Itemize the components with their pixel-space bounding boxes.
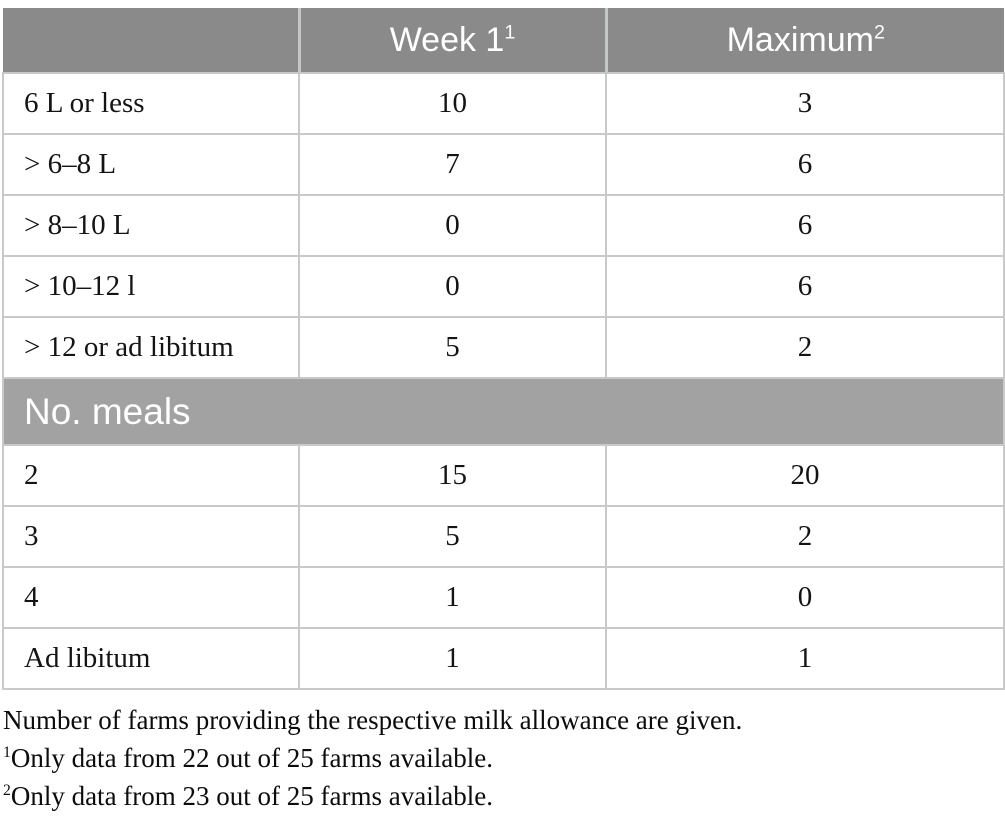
maximum-value: 1 <box>605 627 1005 690</box>
table-row: Ad libitum 1 1 <box>2 627 1005 690</box>
header-maximum-superscript: 2 <box>873 21 885 44</box>
row-label: 3 <box>2 505 300 568</box>
footnote-2-text: Only data from 23 out of 25 farms availa… <box>10 781 493 811</box>
milk-allowance-table: Week 11 Maximum2 6 L or less 10 3 > 6–8 … <box>2 8 1005 690</box>
row-label: Ad libitum <box>2 627 300 690</box>
footnote-caption: Number of farms providing the respective… <box>3 705 743 735</box>
footnote-1: 1Only data from 22 out of 25 farms avail… <box>3 739 1003 777</box>
row-label: > 10–12 l <box>2 255 300 318</box>
maximum-value: 20 <box>605 444 1005 507</box>
week1-value: 0 <box>298 194 607 257</box>
row-label: 6 L or less <box>2 72 300 135</box>
section-header-row: No. meals <box>2 377 1005 446</box>
week1-value: 0 <box>298 255 607 318</box>
footnote-1-text: Only data from 22 out of 25 farms availa… <box>10 743 493 773</box>
week1-value: 7 <box>298 133 607 196</box>
section-header-label: No. meals <box>2 377 1005 446</box>
footnote-2-superscript: 2 <box>3 782 11 799</box>
header-empty-cell <box>3 8 299 73</box>
row-label: 2 <box>2 444 300 507</box>
week1-value: 5 <box>298 316 607 379</box>
maximum-value: 2 <box>605 505 1005 568</box>
table-row: > 6–8 L 7 6 <box>2 133 1005 196</box>
footnote-2: 2Only data from 23 out of 25 farms avail… <box>3 777 1003 815</box>
week1-value: 1 <box>298 566 607 629</box>
table-row: > 12 or ad libitum 5 2 <box>2 316 1005 379</box>
week1-value: 1 <box>298 627 607 690</box>
header-week1-cell: Week 11 <box>297 8 606 73</box>
table-row: > 8–10 L 0 6 <box>2 194 1005 257</box>
table-row: 6 L or less 10 3 <box>2 72 1005 135</box>
row-label: > 12 or ad libitum <box>2 316 300 379</box>
table-row: 4 1 0 <box>2 566 1005 629</box>
week1-value: 10 <box>298 72 607 135</box>
table-footnotes: Number of farms providing the respective… <box>3 701 1003 815</box>
maximum-value: 0 <box>605 566 1005 629</box>
week1-value: 5 <box>298 505 607 568</box>
maximum-value: 2 <box>605 316 1005 379</box>
header-maximum-cell: Maximum2 <box>604 8 1004 73</box>
header-week1-label: Week 1 <box>389 20 505 59</box>
row-label: 4 <box>2 566 300 629</box>
header-maximum-label: Maximum <box>726 20 874 59</box>
maximum-value: 6 <box>605 133 1005 196</box>
week1-value: 15 <box>298 444 607 507</box>
maximum-value: 6 <box>605 194 1005 257</box>
maximum-value: 6 <box>605 255 1005 318</box>
row-label: > 8–10 L <box>2 194 300 257</box>
table-header-row: Week 11 Maximum2 <box>3 8 1004 73</box>
footnote-1-superscript: 1 <box>3 744 11 761</box>
maximum-value: 3 <box>605 72 1005 135</box>
row-label: > 6–8 L <box>2 133 300 196</box>
table-row: 2 15 20 <box>2 444 1005 507</box>
header-week1-superscript: 1 <box>504 21 516 44</box>
table-row: > 10–12 l 0 6 <box>2 255 1005 318</box>
table-row: 3 5 2 <box>2 505 1005 568</box>
